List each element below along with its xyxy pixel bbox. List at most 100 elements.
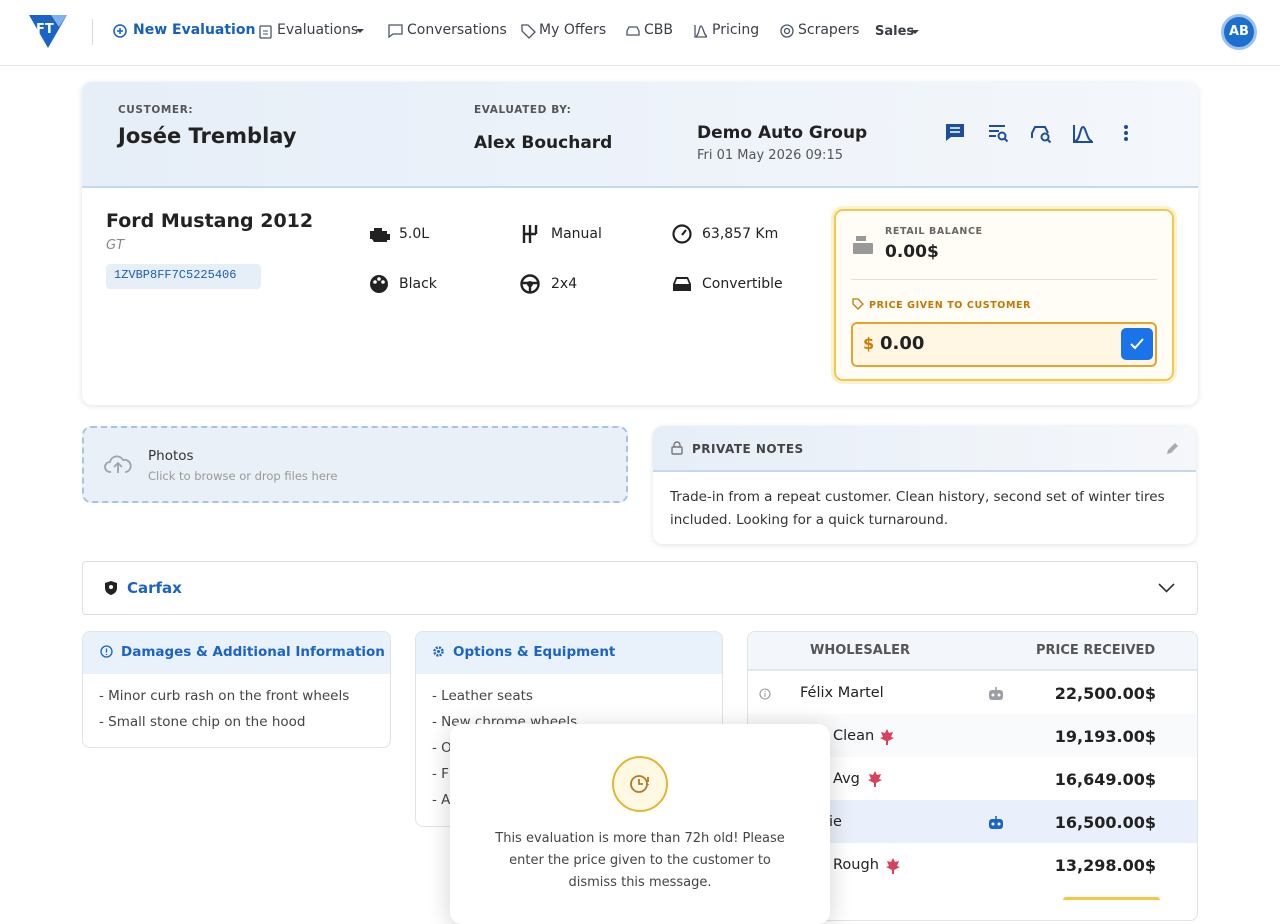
- vehicle-title: Ford Mustang 2012: [106, 210, 314, 232]
- warning-modal: [450, 724, 830, 924]
- label: EVALUATED BY:: [474, 104, 572, 116]
- notes-text: Trade-in from a repeat customer. Clean h…: [670, 489, 1165, 528]
- car-icon: [673, 277, 691, 291]
- maple-leaf: [868, 771, 882, 787]
- tag-icon: [521, 24, 536, 39]
- label: PRICE GIVEN TO CUSTOMER: [869, 300, 1032, 311]
- carfax-panel[interactable]: [82, 561, 1198, 615]
- currency-symbol: $: [863, 334, 875, 353]
- nav-divider: [92, 19, 93, 45]
- check-icon: [1130, 338, 1144, 350]
- customer-name: Josée Tremblay: [118, 124, 297, 148]
- vin: 1ZVBP8FF7C5225406: [114, 268, 237, 282]
- notes-header: [653, 426, 1196, 472]
- price-received: 16,500.00$: [1054, 813, 1156, 832]
- nav-link[interactable]: Evaluations: [277, 22, 359, 38]
- nav-link[interactable]: My Offers: [539, 22, 607, 38]
- list-item: - Leather seats: [432, 688, 533, 704]
- plus-icon: [113, 24, 127, 38]
- nav-link[interactable]: Conversations: [407, 22, 507, 38]
- spec: 5.0L: [399, 226, 430, 242]
- notes-button[interactable]: [945, 123, 965, 142]
- spiral-icon: [780, 24, 794, 38]
- photos-hint: Click to browse or drop files here: [148, 469, 338, 483]
- car-search-icon: [626, 26, 640, 36]
- wholesaler-name: Avg: [833, 771, 860, 787]
- more-button[interactable]: [1123, 125, 1129, 143]
- gearbox-icon: [522, 225, 538, 243]
- price-input[interactable]: [851, 322, 1157, 367]
- notes-title: PRIVATE NOTES: [692, 442, 804, 456]
- wholesaler-name: Clean: [833, 728, 875, 744]
- card-header: [416, 632, 722, 674]
- edit-button[interactable]: [1165, 442, 1179, 456]
- spec: Manual: [551, 226, 602, 242]
- navbar: [0, 0, 1280, 66]
- gear-icon: [433, 646, 444, 657]
- carfax-title[interactable]: Carfax: [127, 579, 182, 597]
- photos-title: Photos: [148, 448, 194, 464]
- list-item: - A: [432, 792, 451, 808]
- evaluation-date: Fri 01 May 2026 09:15: [697, 148, 843, 163]
- caret: [356, 29, 364, 33]
- label: CUSTOMER:: [118, 104, 194, 116]
- chat-icon: [388, 24, 403, 39]
- divider: [851, 279, 1157, 280]
- nav-link[interactable]: New Evaluation: [133, 22, 256, 38]
- spec: Black: [399, 276, 437, 292]
- price-received: 19,193.00$: [1054, 727, 1156, 746]
- info-icon: [759, 688, 771, 700]
- column-header: PRICE RECEIVED: [1036, 643, 1156, 658]
- card-header: [82, 82, 1198, 188]
- caret: [911, 30, 919, 34]
- card-title: Options & Equipment: [453, 644, 616, 660]
- engine-icon: [370, 228, 390, 242]
- logo-text[interactable]: FT: [36, 22, 54, 37]
- price-received: 16,649.00$: [1054, 770, 1156, 789]
- clipboard-icon: [259, 25, 272, 39]
- odometer-icon: [672, 224, 692, 244]
- dealer-name: Demo Auto Group: [697, 123, 868, 143]
- car-search-button[interactable]: [1031, 125, 1052, 144]
- price-value[interactable]: 0.00: [880, 333, 925, 354]
- modal-message: This evaluation is more than 72h old! Pl…: [495, 831, 785, 890]
- nav-link[interactable]: Pricing: [712, 22, 760, 38]
- chevron-icon[interactable]: [1158, 583, 1175, 593]
- spec: 63,857 Km: [702, 226, 779, 242]
- nav-link[interactable]: Scrapers: [798, 22, 860, 38]
- vin-badge: [106, 264, 261, 289]
- table-header: [748, 632, 1197, 671]
- wholesaler-name: ie: [829, 814, 842, 830]
- nav-link[interactable]: CBB: [644, 22, 673, 38]
- robot-icon: [989, 687, 1003, 700]
- robot-icon: [989, 816, 1003, 829]
- spec: 2x4: [551, 276, 578, 292]
- logo-shape: [29, 15, 67, 48]
- vehicle-trim: GT: [106, 238, 125, 253]
- register-icon: [853, 236, 873, 254]
- nav-dropdown[interactable]: Sales: [875, 24, 915, 39]
- avatar[interactable]: [1221, 14, 1257, 50]
- column-header: WHOLESALER: [810, 643, 911, 658]
- tag-icon: [852, 298, 864, 310]
- price-received: 22,500.00$: [1054, 684, 1156, 703]
- shield-icon: [105, 581, 117, 595]
- pricing-button[interactable]: [1073, 124, 1094, 143]
- label: RETAIL BALANCE: [885, 226, 983, 237]
- price-received: 13,298.00$: [1054, 856, 1156, 875]
- spec: Convertible: [702, 276, 783, 292]
- wheel-icon: [520, 274, 540, 294]
- confirm-button[interactable]: [1121, 328, 1153, 360]
- list-item: - Minor curb rash on the front wheels: [99, 688, 350, 704]
- retail-balance: 0.00$: [885, 242, 939, 262]
- search-list-button[interactable]: [988, 124, 1009, 144]
- maple-leaf: [880, 729, 894, 745]
- card-title: Damages & Additional Information: [121, 644, 385, 660]
- curve-icon: [694, 25, 708, 38]
- evaluator-name: Alex Bouchard: [474, 133, 613, 153]
- list-item: - Small stone chip on the hood: [99, 714, 306, 730]
- palette-icon: [370, 275, 388, 293]
- photo-dropzone[interactable]: [82, 426, 628, 503]
